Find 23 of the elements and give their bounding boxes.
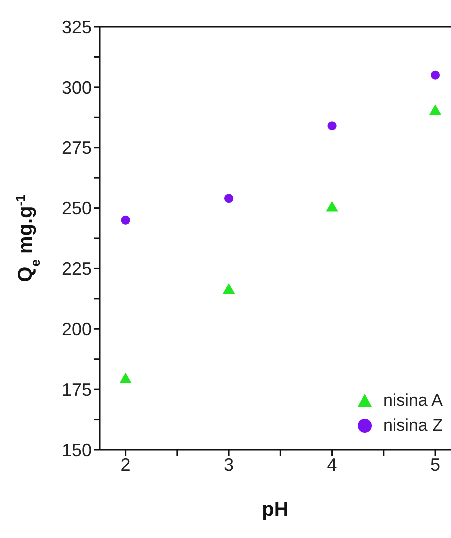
point [121,216,130,225]
y-tick-label: 250 [62,198,92,219]
y-tick-label: 275 [62,138,92,158]
point [120,372,132,384]
point [326,201,338,212]
legend-label: nisina A [383,390,443,412]
y-tick-label: 175 [62,380,92,400]
x-tick-label: 3 [224,454,234,475]
y-tick-label: 225 [62,259,92,280]
y-tick-label: 325 [62,17,92,38]
point [429,104,442,116]
x-tick-label: 4 [327,454,338,475]
point [431,70,440,80]
point [222,283,236,294]
y-tick-label: 200 [62,320,92,340]
y-tick-label: 150 [62,440,92,460]
point [328,122,337,131]
x-axis-title: pH [262,499,289,521]
legend-label: nisina Z [383,415,443,437]
y-tick-label: 300 [62,78,92,98]
point [224,194,234,204]
x-tick-label: 5 [430,454,441,475]
x-tick-label: 2 [120,454,131,475]
